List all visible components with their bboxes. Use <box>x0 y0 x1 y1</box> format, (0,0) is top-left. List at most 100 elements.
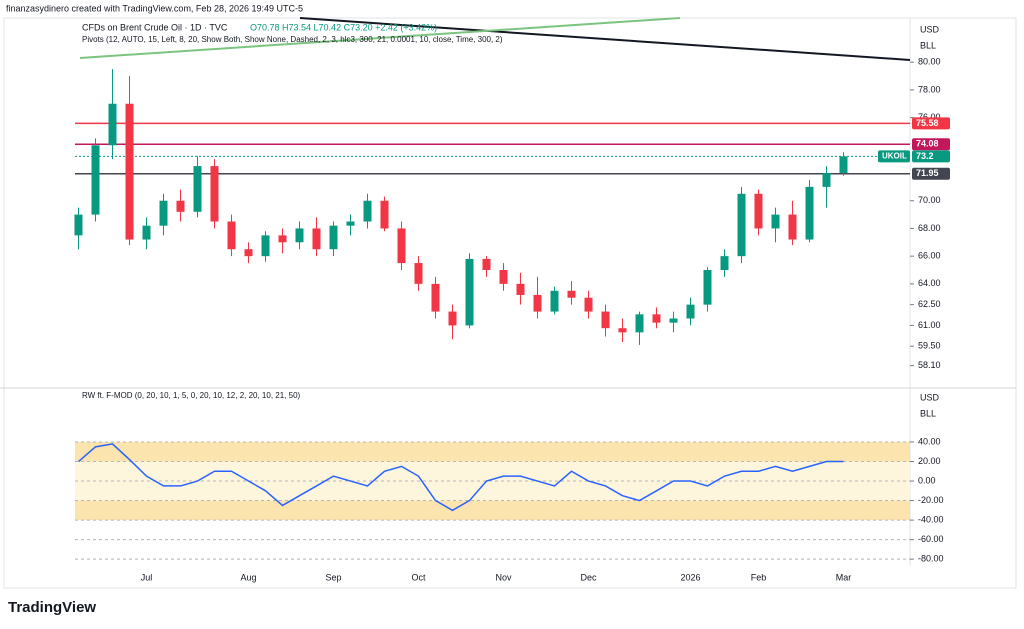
symbol-label-box <box>878 150 910 163</box>
candle-body <box>567 290 576 298</box>
candle-body <box>618 328 627 333</box>
candle-body <box>737 193 746 257</box>
price-title: CFDs on Brent Crude Oil · 1D · TVC <box>82 22 228 32</box>
candle-body <box>244 249 253 257</box>
candle-body <box>686 304 695 319</box>
currency: USD <box>920 392 940 402</box>
price-label-box <box>912 150 950 163</box>
price-label: 71.95 <box>916 168 939 178</box>
indicator-legend: Pivots (12, AUTO, 15, Left, 8, 20, Show … <box>82 35 503 44</box>
credit: finanzasydinero created with TradingView… <box>6 3 303 13</box>
candle-body <box>346 221 355 226</box>
candle-body <box>380 200 389 229</box>
y-tick-label: 64.00 <box>918 278 941 288</box>
unit: BLL <box>920 408 936 418</box>
y-tick-label: 70.00 <box>918 195 941 205</box>
candle-body <box>142 225 151 240</box>
trend-line <box>79 17 681 59</box>
candle-body <box>329 225 338 250</box>
logo: TradingView <box>8 599 96 616</box>
candle-body <box>584 297 593 312</box>
y-tick-label: 62.50 <box>918 299 941 309</box>
price-label-box <box>912 167 950 180</box>
y-tick-label: -40.00 <box>918 514 944 524</box>
y-tick-label: 68.00 <box>918 223 941 233</box>
y-tick-label: 66.00 <box>918 251 941 261</box>
candle-body <box>193 166 202 212</box>
candle-body <box>822 173 831 187</box>
zone <box>75 500 910 521</box>
y-tick-label: 0.00 <box>918 475 936 485</box>
y-tick-label: 76.00 <box>918 112 941 122</box>
candle-body <box>465 258 474 326</box>
candle-body <box>805 186 814 240</box>
x-tick-label: Jul <box>141 572 153 582</box>
candle-body <box>499 270 508 284</box>
y-tick-label: 61.00 <box>918 320 941 330</box>
candle-body <box>312 228 321 250</box>
candle-body <box>363 200 372 222</box>
y-tick-label: -80.00 <box>918 554 944 564</box>
candle-body <box>754 193 763 229</box>
price-label: 74.08 <box>916 139 939 149</box>
ohlc-legend: O70.78 H73.54 L70.42 C73.20 +2.42 (+3.42… <box>250 22 437 32</box>
y-tick-label: 58.10 <box>918 360 941 370</box>
candle-body <box>227 221 236 250</box>
symbol-label: UKOIL <box>882 152 907 161</box>
candle-body <box>176 200 185 212</box>
currency: USD <box>920 24 940 34</box>
candle-body <box>74 214 83 236</box>
x-tick-label: Oct <box>411 572 426 582</box>
candle-body <box>91 145 100 215</box>
candle-body <box>397 228 406 264</box>
unit: BLL <box>920 40 936 50</box>
candle-body <box>652 314 661 323</box>
candle-body <box>669 318 678 323</box>
candle-body <box>482 258 491 271</box>
candle-body <box>210 166 219 222</box>
candle-body <box>720 256 729 271</box>
x-tick-label: Aug <box>240 572 256 582</box>
candle-body <box>635 314 644 333</box>
candle-body <box>601 311 610 329</box>
price-label: 75.58 <box>916 118 939 128</box>
candle-body <box>159 200 168 226</box>
x-tick-label: Nov <box>495 572 512 582</box>
candle-body <box>839 156 848 174</box>
oscillator-line <box>78 443 844 512</box>
oscillator-legend: RW ft. F-MOD (0, 20, 10, 1, 5, 0, 20, 10… <box>82 391 301 400</box>
x-tick-label: 2026 <box>680 572 700 582</box>
candle-body <box>414 263 423 284</box>
price-label-box <box>912 117 950 130</box>
candle-body <box>550 290 559 312</box>
x-tick-label: Feb <box>751 572 767 582</box>
candle-body <box>771 214 780 229</box>
zone <box>75 441 910 462</box>
x-tick-label: Mar <box>836 572 852 582</box>
y-tick-label: 78.00 <box>918 84 941 94</box>
trend-line <box>299 17 911 61</box>
candle-body <box>261 235 270 257</box>
y-tick-label: 80.00 <box>918 57 941 67</box>
candle-body <box>703 270 712 305</box>
y-tick-label: 59.50 <box>918 341 941 351</box>
price-label-box <box>912 138 950 151</box>
frame <box>3 17 1017 589</box>
candle-body <box>295 228 304 243</box>
x-tick-label: Dec <box>580 572 597 582</box>
candle-body <box>516 283 525 295</box>
x-tick-label: Sep <box>325 572 341 582</box>
candle-body <box>448 311 457 326</box>
y-tick-label: -60.00 <box>918 534 944 544</box>
candle-body <box>108 103 117 146</box>
candle-body <box>533 294 542 312</box>
y-tick-label: 40.00 <box>918 436 941 446</box>
y-tick-label: -20.00 <box>918 495 944 505</box>
candle-body <box>431 283 440 312</box>
price-label: 73.2 <box>916 151 934 161</box>
candle-body <box>278 235 287 243</box>
candle-body <box>788 214 797 240</box>
candle-body <box>125 103 134 240</box>
